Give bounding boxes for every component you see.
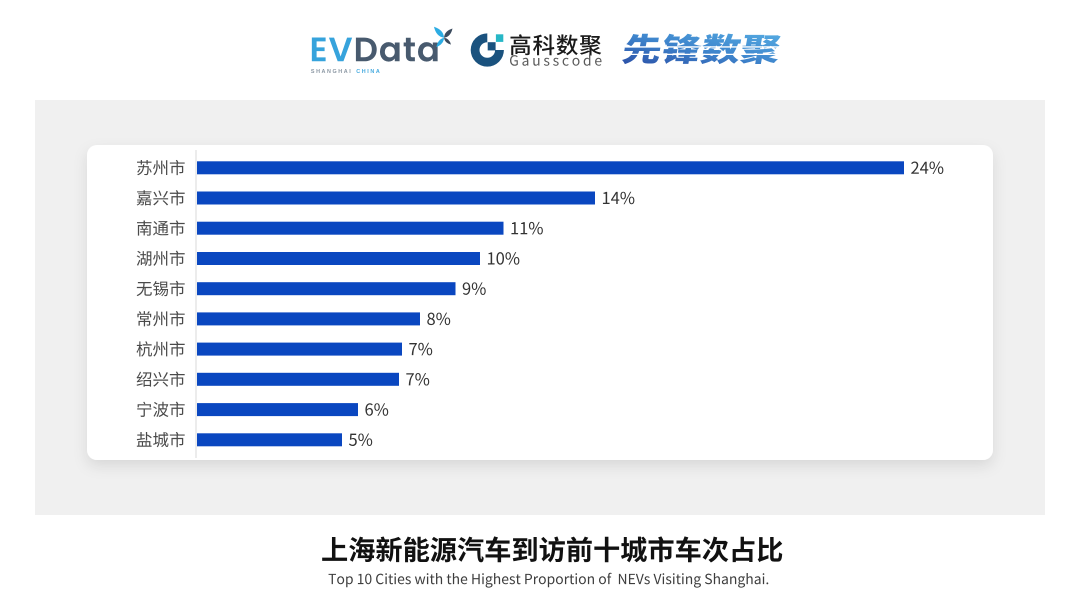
svg-text:CHINA: CHINA [356, 69, 380, 75]
